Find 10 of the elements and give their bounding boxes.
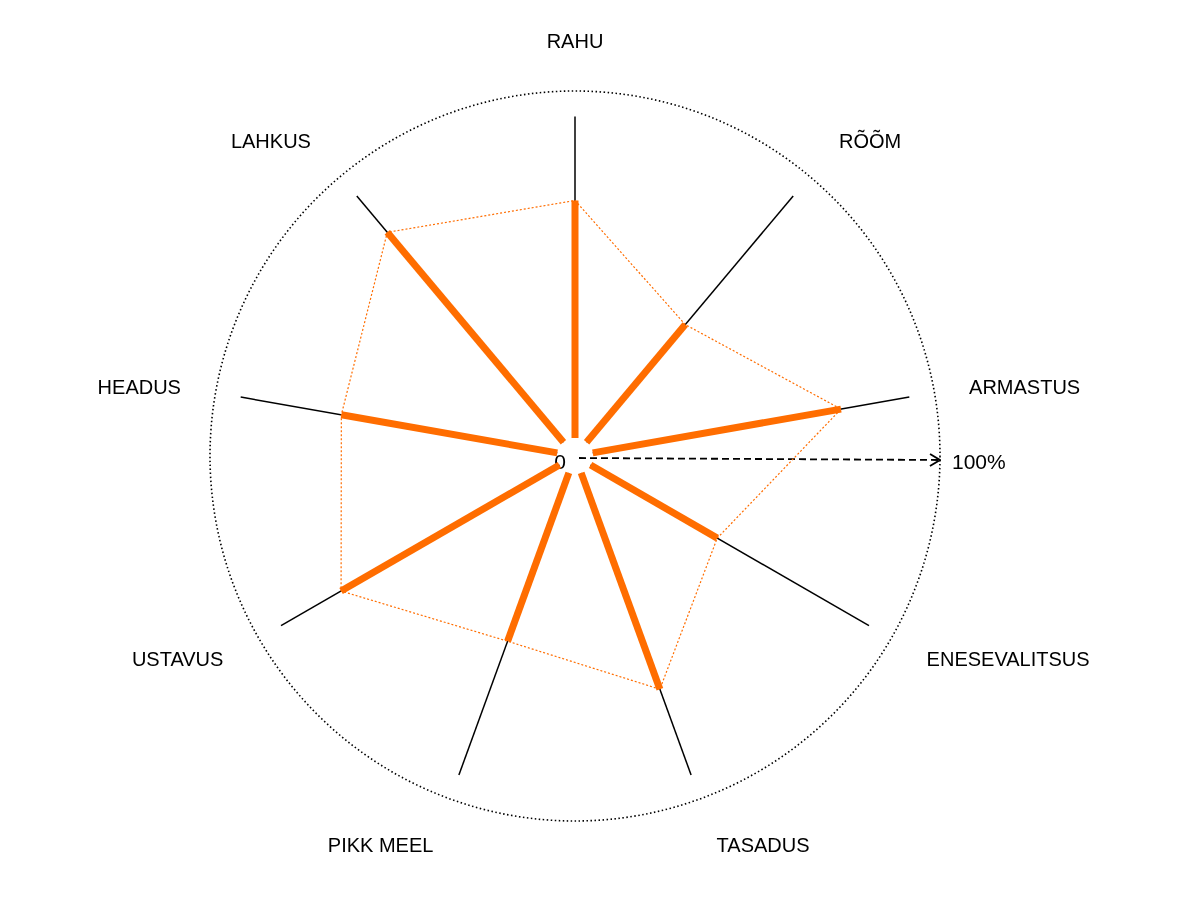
spoke-label: ARMASTUS xyxy=(969,375,1081,398)
spoke-label: TASADUS xyxy=(716,833,810,856)
spoke-label: LAHKUS xyxy=(230,130,311,153)
spoke-label: PIKK MEEL xyxy=(327,833,434,856)
spoke-label: RÕÕM xyxy=(839,129,902,153)
spoke-label: USTAVUS xyxy=(131,648,224,670)
spoke-label: HEADUS xyxy=(97,375,181,398)
spoke-label: RAHU xyxy=(546,30,604,52)
spoke-label: ENESEVALITSUS xyxy=(926,648,1090,670)
y-tick-label: 100% xyxy=(952,449,1006,473)
